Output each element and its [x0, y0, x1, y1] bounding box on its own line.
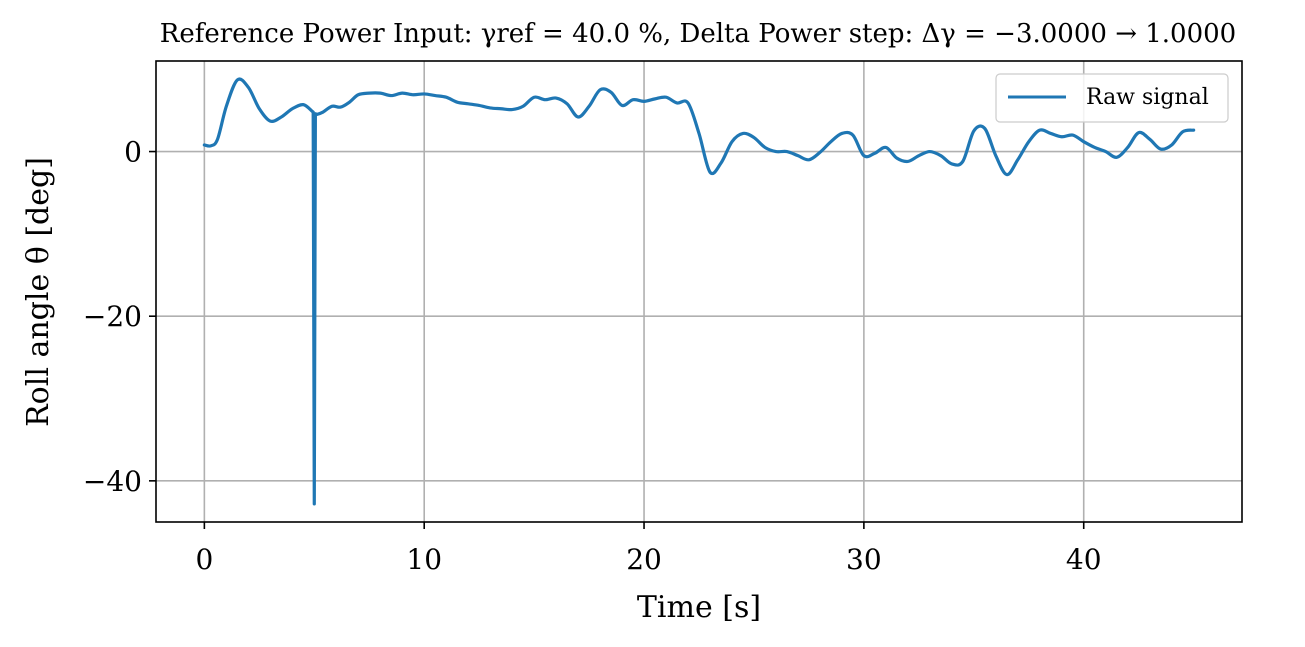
- x-tick-label: 30: [846, 543, 882, 576]
- chart-title: Reference Power Input: γref = 40.0 %, De…: [160, 19, 1236, 49]
- y-tick-label: −40: [83, 465, 142, 498]
- grid-lines: [156, 61, 1242, 522]
- y-tick-label: −20: [83, 300, 142, 333]
- x-tick-label: 40: [1066, 543, 1102, 576]
- legend-label-raw-signal: Raw signal: [1086, 85, 1209, 110]
- legend-box: [995, 73, 1229, 123]
- series-layer: [202, 77, 1196, 506]
- x-tick-label: 0: [195, 543, 213, 576]
- plot-frame: [155, 60, 1243, 523]
- x-tick-label: 10: [406, 543, 442, 576]
- x-axis-label: Time [s]: [637, 590, 761, 625]
- legend: Raw signal: [995, 73, 1229, 123]
- series-line-raw-signal: [202, 77, 1196, 506]
- y-tick-label: 0: [124, 136, 142, 169]
- axis-ticks: 0 10 20 30 40 0 −20 −40: [83, 136, 1102, 576]
- y-axis-label: Roll angle θ [deg]: [21, 157, 56, 427]
- x-tick-label: 20: [626, 543, 662, 576]
